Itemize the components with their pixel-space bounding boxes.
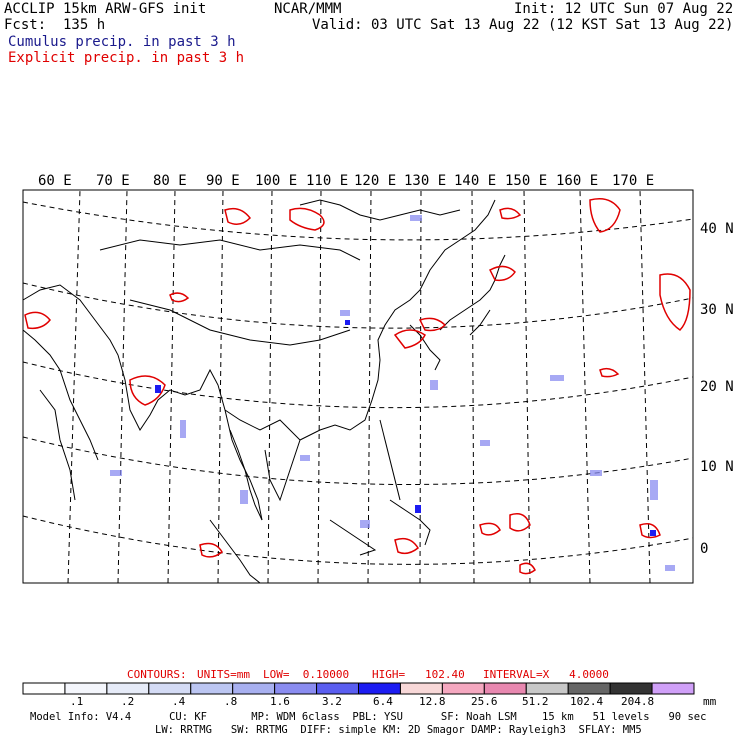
valid-time: Valid: 03 UTC Sat 13 Aug 22 (12 KST Sat … <box>312 17 734 33</box>
lat-label: 20 N <box>700 379 734 395</box>
contours-label: CONTOURS: <box>127 668 187 681</box>
colorbar <box>22 682 695 695</box>
map-frame <box>22 189 694 584</box>
lon-label: 80 E <box>153 173 187 189</box>
lon-label: 110 E <box>306 173 349 189</box>
low-label: LOW= 0.10000 <box>263 668 350 681</box>
institution-label: NCAR/MMM <box>274 1 342 17</box>
longitude-grid <box>67 189 651 584</box>
colorbar-swatch <box>148 682 192 695</box>
high-label: HIGH= 102.40 <box>372 668 465 681</box>
colorbar-label: .8 <box>224 695 238 708</box>
units-label: UNITS=mm <box>197 668 250 681</box>
cumulus-heavy-patches <box>155 320 656 536</box>
colorbar-label: 6.4 <box>373 695 393 708</box>
lat-label: 40 N <box>700 221 734 237</box>
lat-label: 0 <box>700 541 709 557</box>
model-title: ACCLIP 15km ARW-GFS init <box>4 1 207 17</box>
colorbar-label: .1 <box>70 695 84 708</box>
colorbar-swatch <box>483 682 527 695</box>
cumulus-precip-patches <box>110 215 675 571</box>
lat-label: 10 N <box>700 459 734 475</box>
colorbar-label: 3.2 <box>322 695 342 708</box>
lon-label: 160 E <box>556 173 599 189</box>
colorbar-swatch <box>567 682 611 695</box>
colorbar-swatch <box>525 682 569 695</box>
colorbar-swatch <box>441 682 485 695</box>
colorbar-swatch <box>274 682 318 695</box>
colorbar-swatch <box>399 682 443 695</box>
lon-label: 70 E <box>96 173 130 189</box>
lon-label: 90 E <box>206 173 240 189</box>
init-time: Init: 12 UTC Sun 07 Aug 22 <box>514 1 734 17</box>
colorbar-swatch <box>651 682 695 695</box>
colorbar-swatch <box>609 682 653 695</box>
colorbar-swatch <box>190 682 234 695</box>
colorbar-swatch <box>358 682 401 695</box>
colorbar-swatch <box>316 682 359 695</box>
latitude-grid <box>22 201 694 565</box>
lon-label: 130 E <box>404 173 447 189</box>
lon-label: 120 E <box>354 173 397 189</box>
interval-label: INTERVAL=X 4.0000 <box>483 668 609 681</box>
colorbar-swatch <box>22 682 66 695</box>
colorbar-label: 102.4 <box>570 695 604 708</box>
forecast-hour: Fcst: 135 h <box>4 17 106 33</box>
colorbar-label: 51.2 <box>522 695 549 708</box>
lon-label: 100 E <box>255 173 298 189</box>
explicit-legend: Explicit precip. in past 3 h <box>8 50 245 66</box>
colorbar-unit: mm <box>703 695 717 708</box>
explicit-precip-contours <box>24 198 691 575</box>
colorbar-label: .2 <box>121 695 135 708</box>
colorbar-swatch <box>106 682 150 695</box>
colorbar-label: 204.8 <box>621 695 655 708</box>
colorbar-swatch <box>64 682 108 695</box>
coastlines <box>22 199 506 584</box>
physics-info-line: LW: RRTMG SW: RRTMG DIFF: simple KM: 2D … <box>155 724 642 736</box>
lon-label: 140 E <box>454 173 497 189</box>
colorbar-label: .4 <box>172 695 186 708</box>
lat-label: 30 N <box>700 302 734 318</box>
colorbar-label: 1.6 <box>270 695 290 708</box>
lon-label: 170 E <box>612 173 655 189</box>
colorbar-label: 12.8 <box>419 695 446 708</box>
cumulus-legend: Cumulus precip. in past 3 h <box>8 34 236 50</box>
colorbar-swatch <box>232 682 276 695</box>
model-info-line: Model Info: V4.4 CU: KF MP: WDM 6class P… <box>30 711 707 723</box>
lon-label: 150 E <box>505 173 548 189</box>
lon-label: 60 E <box>38 173 72 189</box>
colorbar-label: 25.6 <box>471 695 498 708</box>
